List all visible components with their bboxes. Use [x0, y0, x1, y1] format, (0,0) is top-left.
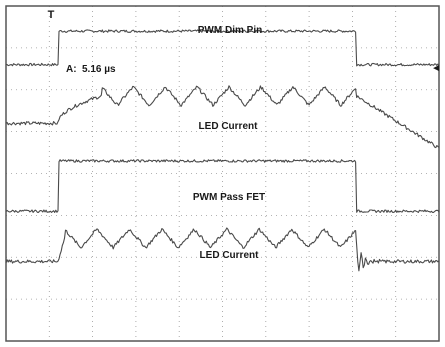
graticule-grid	[6, 6, 439, 341]
label-pwm-pass-fet: PWM Pass FET	[193, 192, 265, 203]
waveform-traces	[5, 29, 440, 272]
label-led-current-bottom: LED Current	[200, 250, 260, 261]
trace-pwm-dim-pin	[5, 29, 440, 67]
trigger-marker: T	[48, 9, 55, 21]
label-led-current-top: LED Current	[199, 121, 259, 132]
screen-border	[5, 5, 440, 342]
level-marker: ◄	[431, 63, 441, 74]
trace-pwm-pass-fet	[5, 159, 440, 213]
trace-led-current-top	[5, 85, 440, 149]
cursor-readout-label: A:	[66, 64, 77, 75]
cursor-readout-value: 5.16 µs	[82, 64, 116, 75]
trace-led-current-bottom	[5, 227, 440, 272]
label-pwm-dim-pin: PWM Dim Pin	[198, 25, 262, 36]
